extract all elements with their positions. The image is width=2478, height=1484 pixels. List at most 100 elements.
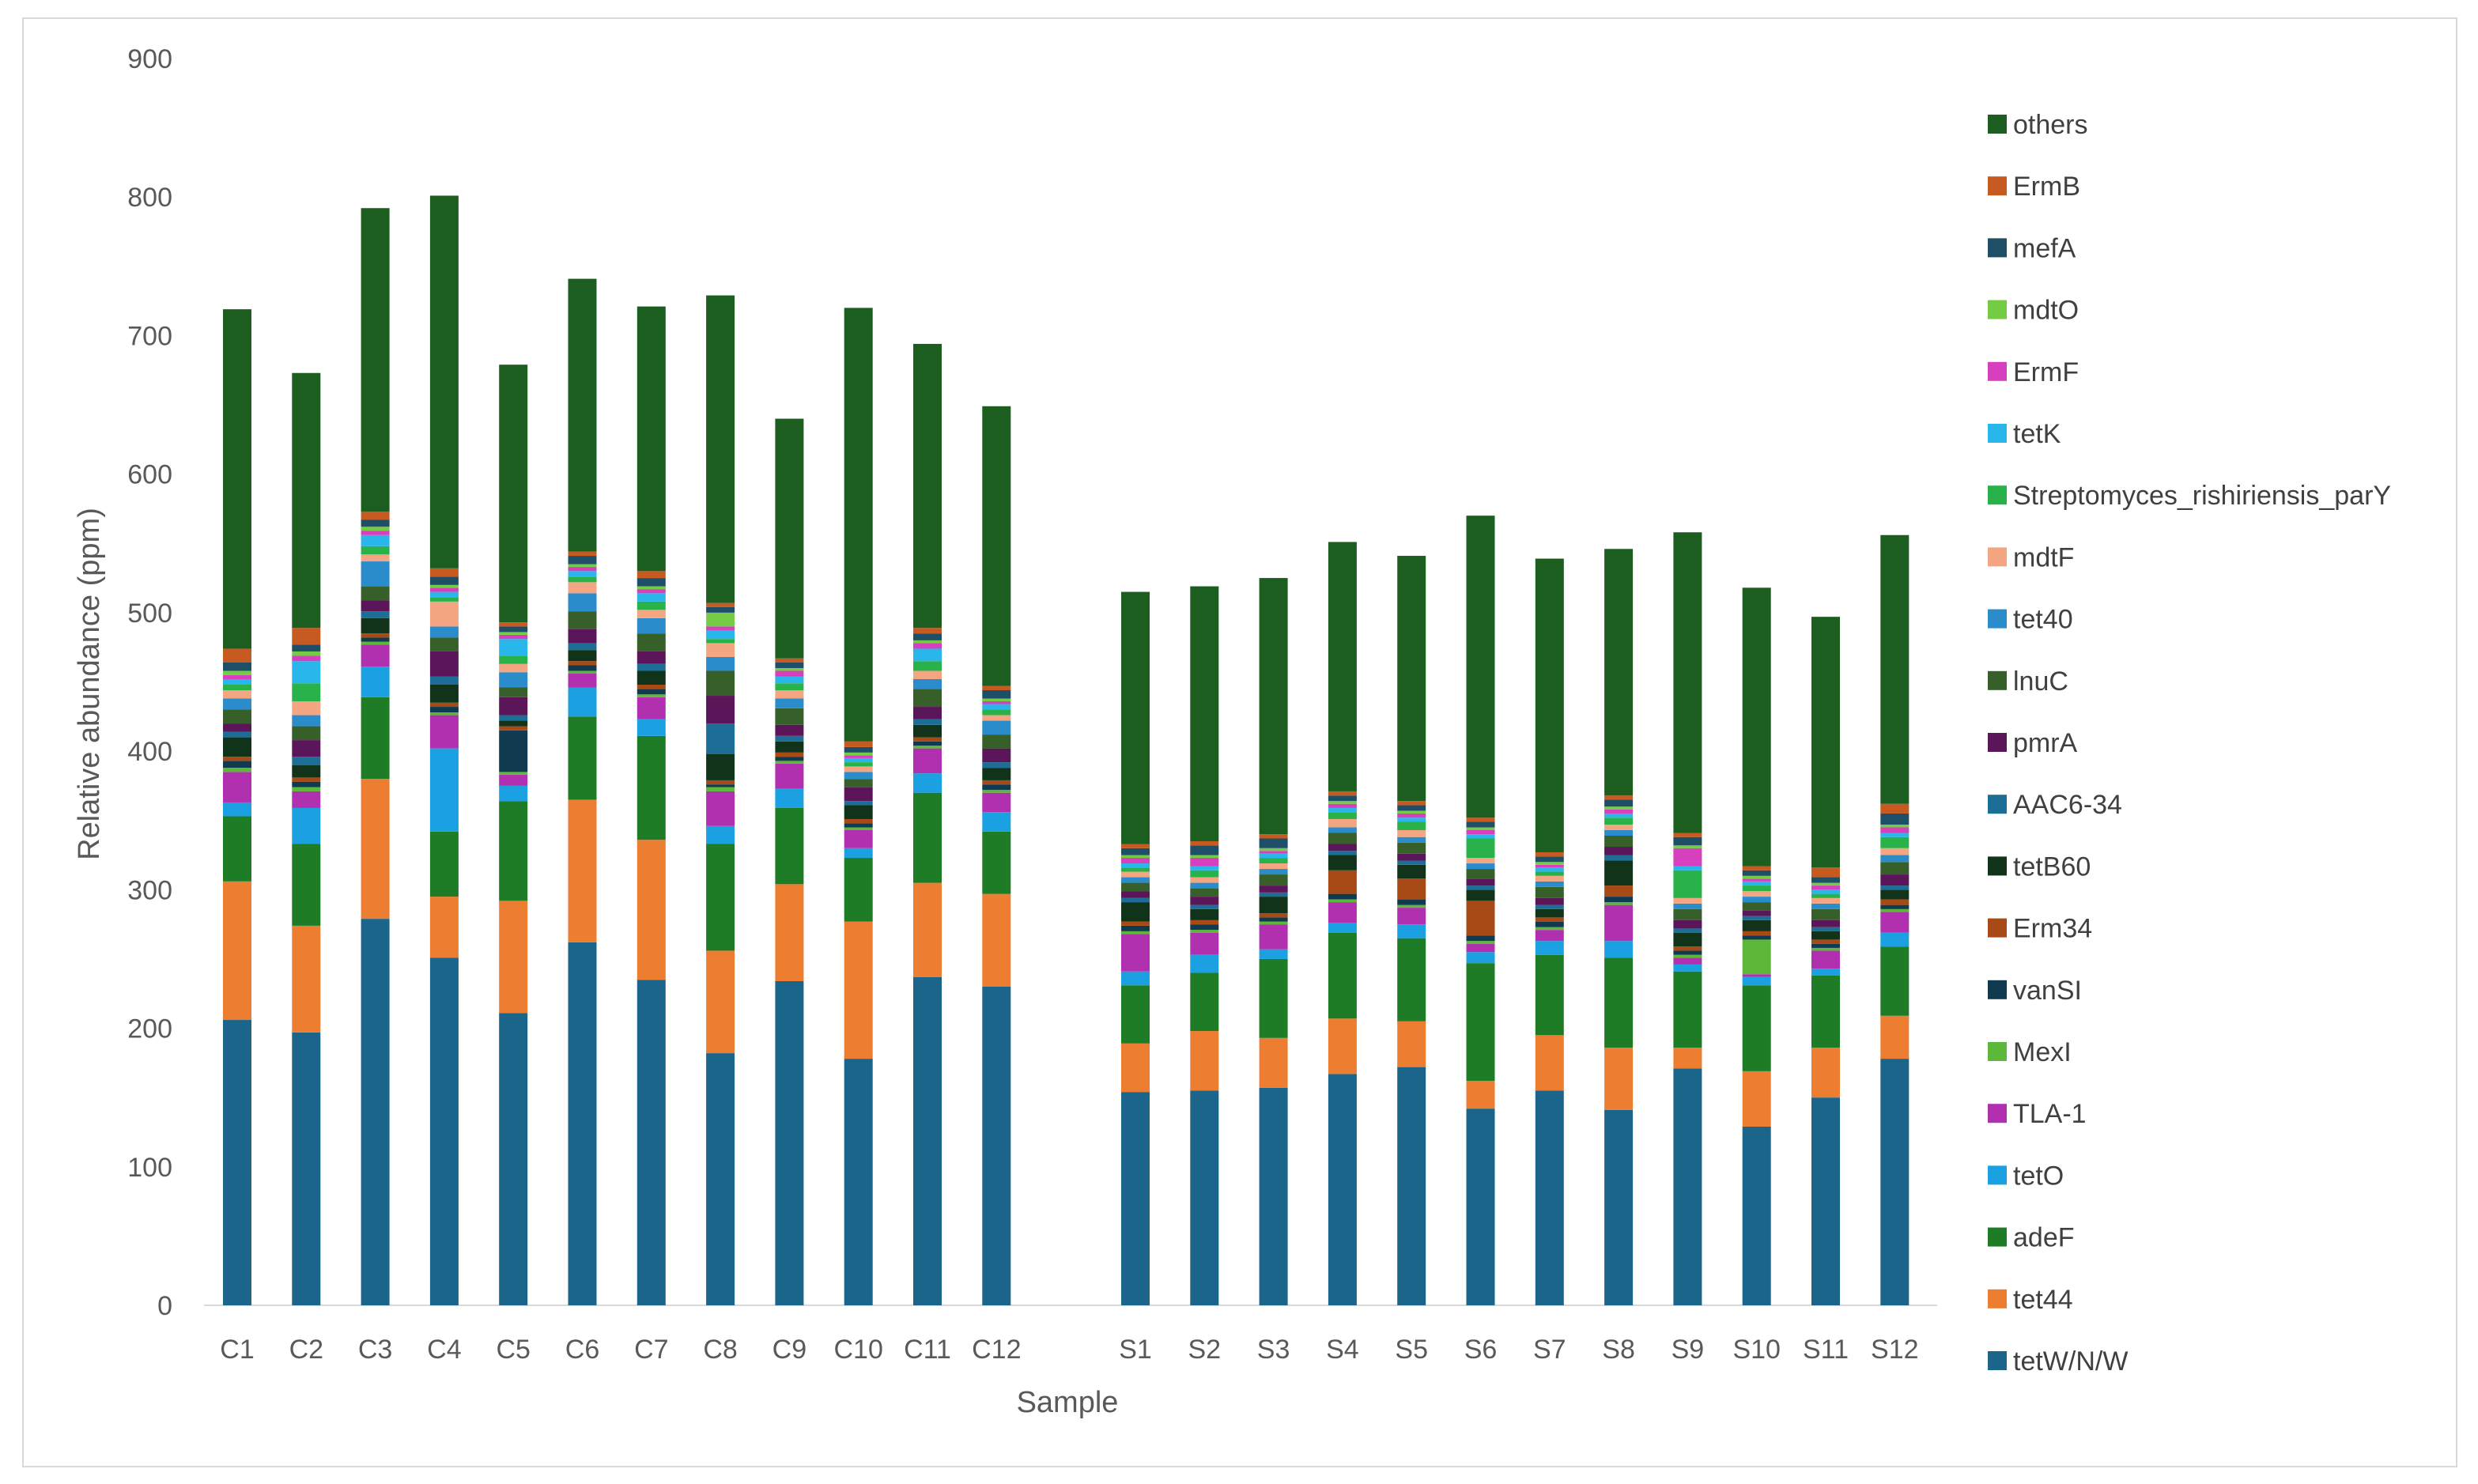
bar-segment [1742, 935, 1771, 940]
legend-label: AAC6-34 [2013, 790, 2122, 820]
bar-segment [706, 626, 735, 631]
bar-segment [1259, 851, 1288, 854]
bar-stack-c11 [913, 343, 942, 1305]
bar-segment [499, 720, 528, 727]
bar-segment [913, 648, 942, 662]
legend-label: tetK [2013, 419, 2061, 449]
bar-segment [1811, 889, 1840, 894]
bar-segment [1466, 963, 1495, 1082]
bar-segment [361, 637, 390, 642]
bar-segment [223, 757, 251, 761]
bar-segment [1673, 932, 1702, 947]
bar-segment [568, 670, 597, 674]
bar-segment [775, 757, 804, 761]
legend-swatch [1988, 361, 2007, 381]
bar-segment [292, 781, 321, 787]
bar-segment [292, 844, 321, 926]
bar-segment [1535, 904, 1564, 909]
bar-segment [1328, 807, 1357, 813]
bar-segment [706, 950, 735, 1054]
bar-segment [361, 527, 390, 531]
bar-segment [429, 195, 459, 568]
bar-stack-c10 [844, 308, 873, 1305]
bar-segment [361, 561, 390, 587]
bar-segment [636, 663, 666, 671]
bar-segment [499, 801, 528, 901]
x-tick-label: S1 [1119, 1335, 1152, 1365]
chart-frame [22, 17, 2457, 1467]
bar-segment [1259, 853, 1288, 859]
legend-label: adeF [2013, 1223, 2075, 1253]
bar-segment [1397, 810, 1426, 814]
bar-segment [706, 670, 735, 697]
bar-segment [1397, 801, 1426, 806]
bar-segment [636, 735, 666, 840]
legend-label: mdtO [2013, 296, 2079, 326]
bar-segment [499, 726, 528, 731]
legend-label: TLA-1 [2013, 1099, 2087, 1129]
bar-segment [1742, 916, 1771, 920]
bar-segment [982, 762, 1011, 768]
bar-segment [1328, 827, 1357, 833]
bar-segment [1742, 931, 1771, 936]
legend-swatch [1988, 795, 2007, 814]
bar-segment [982, 734, 1011, 749]
bar-segment [429, 957, 459, 1305]
bar-segment [636, 651, 666, 664]
bar-segment [1604, 806, 1634, 810]
bar-segment [982, 690, 1011, 699]
legend-swatch [1988, 424, 2007, 443]
bar-segment [429, 715, 459, 749]
bar-segment [775, 763, 804, 789]
bar-segment [361, 919, 390, 1305]
bar-segment [1259, 863, 1288, 870]
bar-segment [1328, 893, 1357, 900]
bar-segment [429, 748, 459, 832]
bar-segment [1190, 845, 1219, 855]
legend-swatch [1988, 238, 2007, 258]
bar-segment [1604, 824, 1634, 830]
bar-segment [913, 678, 942, 689]
bar-segment [844, 801, 873, 806]
bar-segment [1121, 931, 1150, 935]
bar-segment [706, 780, 735, 785]
bar-segment [1811, 943, 1840, 948]
bar-segment [429, 685, 459, 703]
x-tick-label: C11 [904, 1335, 951, 1365]
legend-label: pmrA [2013, 728, 2078, 758]
bar-segment [1328, 1074, 1357, 1305]
bar-segment [1328, 833, 1357, 844]
bar-segment [1880, 836, 1909, 848]
bar-segment [223, 731, 251, 738]
bar-segment [1466, 885, 1495, 890]
y-tick-label: 900 [127, 44, 172, 74]
legend-swatch [1988, 547, 2007, 567]
y-tick-label: 600 [127, 460, 172, 490]
legend: others ErmB mefA mdtO ErmF tetK Streptomyces_r… [1988, 110, 2391, 1376]
bar-stack-c7 [636, 306, 666, 1305]
legend-swatch [1988, 300, 2007, 319]
bar-segment [1259, 578, 1288, 835]
bar-segment [775, 788, 804, 808]
legend-label: Erm34 [2013, 914, 2092, 944]
bar-segment [1673, 903, 1702, 909]
x-tick-label: S2 [1188, 1335, 1222, 1365]
bar-segment [1535, 886, 1564, 898]
legend-swatch [1988, 176, 2007, 196]
bar-segment [499, 672, 528, 688]
bar-segment [1742, 891, 1771, 897]
bar-segment [361, 644, 390, 667]
bar-segment [1673, 866, 1702, 870]
bar-segment [1466, 1081, 1495, 1109]
bar-segment [844, 762, 873, 767]
bar-segment [1604, 818, 1634, 825]
bar-segment [1466, 1108, 1495, 1305]
bar-segment [706, 602, 735, 607]
bar-segment [499, 730, 528, 772]
bar-segment [1673, 833, 1702, 837]
bar-segment [1190, 908, 1219, 920]
bar-segment [1466, 821, 1495, 828]
legend-swatch [1988, 856, 2007, 876]
bar-segment [1397, 556, 1426, 802]
bar-segment [1466, 834, 1495, 839]
